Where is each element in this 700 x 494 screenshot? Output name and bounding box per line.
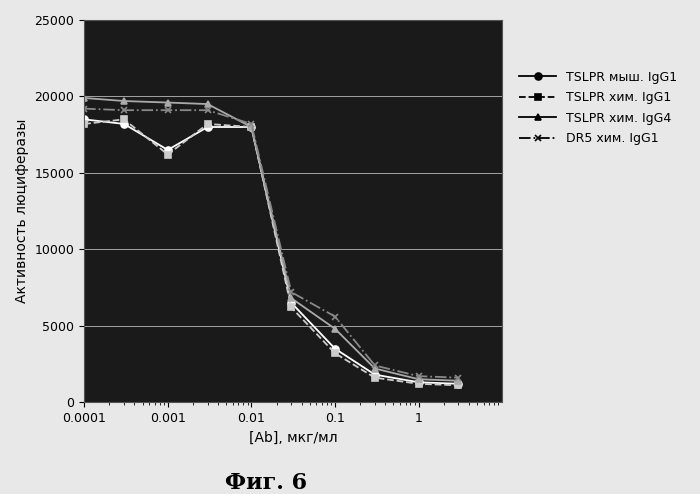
TSLPR хим. IgG1 [164,152,172,158]
TSLPR хим. IgG4 [454,378,463,384]
DR5 хим. IgG1 [414,373,423,379]
TSLPR мыш. IgG1 [371,371,379,377]
TSLPR мыш. IgG1 [80,117,88,123]
TSLPR хим. IgG1 [414,381,423,387]
TSLPR хим. IgG4 [287,295,295,301]
TSLPR мыш. IgG1 [331,346,340,352]
DR5 хим. IgG1 [120,107,128,113]
TSLPR хим. IgG1 [454,382,463,388]
DR5 хим. IgG1 [204,107,212,113]
Text: Фиг. 6: Фиг. 6 [225,472,307,494]
TSLPR хим. IgG4 [247,124,256,130]
TSLPR хим. IgG1 [331,350,340,356]
Line: DR5 хим. IgG1: DR5 хим. IgG1 [80,105,462,381]
TSLPR мыш. IgG1 [454,381,463,387]
TSLPR мыш. IgG1 [287,300,295,306]
DR5 хим. IgG1 [331,314,340,320]
TSLPR мыш. IgG1 [164,147,172,153]
TSLPR хим. IgG1 [371,375,379,381]
Line: TSLPR хим. IgG4: TSLPR хим. IgG4 [80,94,462,384]
Line: TSLPR мыш. IgG1: TSLPR мыш. IgG1 [80,116,462,387]
Legend: TSLPR мыш. IgG1, TSLPR хим. IgG1, TSLPR хим. IgG4, DR5 хим. IgG1: TSLPR мыш. IgG1, TSLPR хим. IgG1, TSLPR … [512,64,684,152]
TSLPR хим. IgG4 [204,101,212,107]
TSLPR хим. IgG1 [204,121,212,127]
TSLPR хим. IgG4 [414,376,423,382]
TSLPR хим. IgG4 [120,98,128,104]
DR5 хим. IgG1 [371,363,379,369]
DR5 хим. IgG1 [80,106,88,112]
TSLPR мыш. IgG1 [120,121,128,127]
TSLPR хим. IgG4 [331,326,340,332]
TSLPR мыш. IgG1 [204,124,212,130]
TSLPR мыш. IgG1 [247,124,256,130]
Y-axis label: Активность люциферазы: Активность люциферазы [15,119,29,303]
TSLPR мыш. IgG1 [414,379,423,385]
DR5 хим. IgG1 [164,107,172,113]
X-axis label: [Ab], мкг/мл: [Ab], мкг/мл [249,430,337,445]
TSLPR хим. IgG1 [247,124,256,130]
DR5 хим. IgG1 [287,289,295,295]
DR5 хим. IgG1 [454,375,463,381]
TSLPR хим. IgG1 [287,304,295,310]
TSLPR хим. IgG4 [164,100,172,106]
TSLPR хим. IgG4 [371,366,379,371]
TSLPR хим. IgG4 [80,95,88,101]
TSLPR хим. IgG1 [120,117,128,123]
Line: TSLPR хим. IgG1: TSLPR хим. IgG1 [80,116,462,389]
DR5 хим. IgG1 [247,121,256,127]
TSLPR хим. IgG1 [80,121,88,127]
